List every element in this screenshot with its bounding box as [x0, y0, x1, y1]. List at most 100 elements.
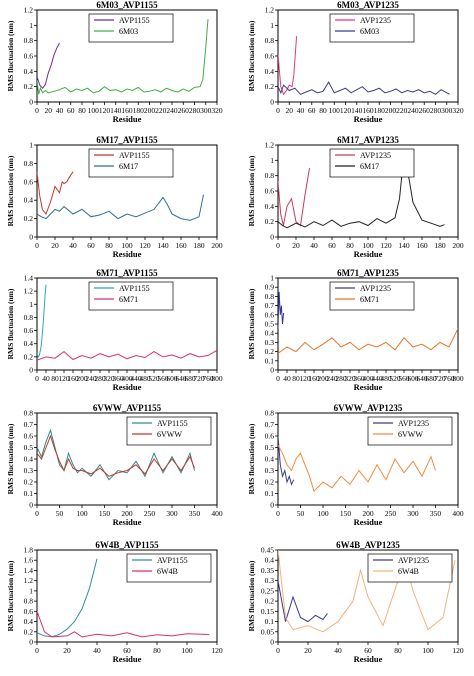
- legend: AVP1155 6M71: [88, 281, 174, 311]
- x-tick-label: 0: [276, 106, 280, 115]
- x-tick-label: 0: [35, 646, 39, 655]
- x-tick-label: 280: [430, 106, 442, 115]
- legend-label: 6M17: [360, 162, 379, 171]
- x-tick-label: 0: [276, 241, 280, 250]
- series-line-0: [278, 291, 285, 329]
- y-tick-label: 0.2: [24, 352, 34, 361]
- legend-box: [88, 13, 174, 43]
- legend-label: AVP1155: [119, 16, 150, 25]
- y-tick-label: 0.2: [265, 347, 275, 356]
- legend-label: AVP1235: [398, 419, 429, 428]
- x-tick-label: 280: [335, 374, 347, 383]
- y-tick-label: 0.8: [24, 159, 34, 168]
- x-tick-label: 120: [452, 646, 464, 655]
- x-tick-label: 60: [67, 106, 75, 115]
- x-tick-label: 160: [416, 241, 428, 250]
- x-tick-label: 160: [362, 106, 374, 115]
- x-tick-label: 760: [443, 374, 455, 383]
- y-axis-label: RMS fluctuation (nm): [6, 560, 15, 631]
- x-tick-label: 440: [371, 374, 383, 383]
- y-tick-label: 0.2: [265, 478, 275, 487]
- x-tick-label: 80: [319, 106, 327, 115]
- x-tick-label: 400: [452, 509, 464, 518]
- x-tick-label: 400: [211, 509, 223, 518]
- legend: AVP1235 6M71: [329, 281, 415, 311]
- x-tick-label: 50: [56, 509, 64, 518]
- x-tick-label: 40: [310, 241, 318, 250]
- y-axis-label: RMS fluctuation (nm): [247, 560, 256, 631]
- y-tick-label: 0.2: [24, 478, 34, 487]
- legend-label: AVP1235: [360, 16, 391, 25]
- x-axis-label: Residue: [354, 517, 383, 527]
- x-tick-label: 640: [175, 374, 187, 383]
- chart-panel-2: 6M17_AVP1155 0 20 40 60 80 100 120 140 160 180 200 0…: [6, 135, 223, 259]
- legend-box: [126, 553, 212, 583]
- x-tick-label: 180: [374, 106, 386, 115]
- y-tick-label: 0.8: [24, 409, 34, 418]
- chart-title: 6M17_AVP1155: [96, 135, 158, 145]
- legend-label: 6W4B: [398, 567, 419, 576]
- x-tick-label: 20: [304, 646, 312, 655]
- y-tick-label: 0.4: [265, 67, 275, 76]
- y-tick-label: 0.8: [265, 171, 275, 180]
- x-tick-label: 240: [85, 374, 97, 383]
- y-tick-label: 0.8: [265, 36, 275, 45]
- series-line-1: [37, 19, 209, 95]
- y-tick-label: 0.4: [24, 339, 34, 348]
- legend-label: 6M17: [119, 162, 138, 171]
- y-tick-label: 0.3: [24, 466, 34, 475]
- y-tick-label: 1.6: [24, 556, 34, 565]
- x-tick-label: 720: [434, 374, 446, 383]
- legend-box: [88, 281, 174, 311]
- y-tick-label: 0.7: [265, 420, 275, 429]
- x-axis-label: Residue: [113, 114, 142, 124]
- y-tick-label: 1: [29, 21, 33, 30]
- y-tick-label: 0.8: [265, 292, 275, 301]
- y-tick-label: 0.6: [24, 607, 34, 616]
- y-tick-label: 0.6: [265, 432, 275, 441]
- x-tick-label: 200: [121, 509, 133, 518]
- x-tick-label: 80: [346, 241, 354, 250]
- x-tick-label: 80: [292, 374, 300, 383]
- x-tick-label: 0: [35, 241, 39, 250]
- y-tick-label: 1: [29, 586, 33, 595]
- x-tick-label: 100: [76, 509, 88, 518]
- y-tick-label: 0.8: [24, 313, 34, 322]
- y-tick-label: 0.05: [261, 627, 274, 636]
- legend: AVP1235 6M17: [329, 148, 415, 178]
- series-line-0: [278, 36, 298, 96]
- x-tick-label: 40: [283, 374, 291, 383]
- x-tick-label: 320: [211, 106, 223, 115]
- y-tick-label: 0.4: [24, 617, 34, 626]
- series-line-1: [37, 349, 217, 361]
- y-tick-label: 1.2: [265, 141, 275, 150]
- x-tick-label: 180: [133, 106, 145, 115]
- y-tick-label: 0.4: [265, 556, 275, 565]
- legend-label: AVP1155: [119, 284, 150, 293]
- series-line-0: [37, 558, 98, 638]
- chart-title: 6M17_AVP1235: [337, 135, 399, 145]
- chart-panel-7: 6VWW_AVP1235 0 50 100 150 200 250 300 350 400 0 0.1…: [247, 403, 464, 527]
- y-tick-label: 1: [270, 21, 274, 30]
- y-tick-label: 0.6: [24, 52, 34, 61]
- x-tick-label: 80: [153, 646, 161, 655]
- x-tick-label: 60: [123, 646, 131, 655]
- legend-label: AVP1155: [157, 419, 188, 428]
- y-axis-label: RMS fluctuation (nm): [6, 288, 15, 359]
- y-tick-label: 0.1: [265, 356, 275, 365]
- legend-label: AVP1155: [157, 556, 188, 565]
- y-tick-label: 0.3: [265, 338, 275, 347]
- x-axis-label: Residue: [354, 249, 383, 259]
- legend-label: AVP1235: [360, 151, 391, 160]
- x-tick-label: 220: [396, 106, 408, 115]
- series-line-1: [37, 611, 210, 638]
- series-line-0: [37, 171, 74, 216]
- y-tick-label: 0: [270, 501, 274, 510]
- legend-box: [88, 148, 174, 178]
- x-tick-label: 60: [87, 241, 95, 250]
- x-tick-label: 280: [94, 374, 106, 383]
- legend-label: 6M71: [360, 295, 379, 304]
- legend: AVP1235 6VWW: [367, 416, 453, 446]
- x-tick-label: 120: [211, 646, 223, 655]
